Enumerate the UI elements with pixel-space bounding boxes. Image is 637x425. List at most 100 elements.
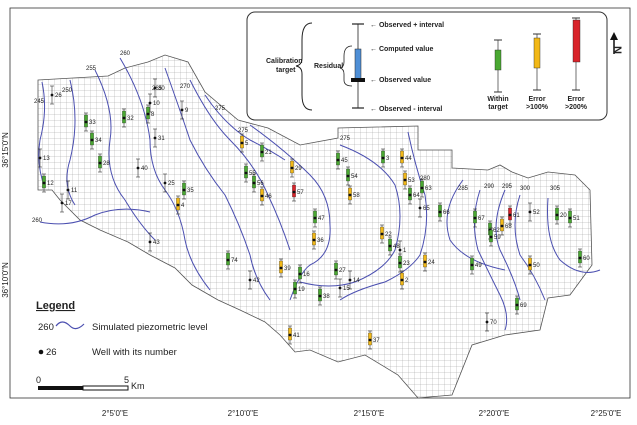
well-dot — [568, 216, 572, 220]
contour-label: 270 — [180, 84, 191, 90]
well-marker: 31 — [153, 128, 165, 148]
map-legend: Legend 260 Simulated piezometric level 2… — [36, 300, 208, 358]
well-dot — [400, 156, 404, 160]
well-label: 16 — [303, 272, 310, 278]
well-dot — [290, 166, 294, 170]
well-label: 23 — [403, 261, 410, 267]
well-dot — [420, 186, 424, 190]
contour-label: 260 — [32, 218, 43, 224]
well-dot — [153, 136, 157, 140]
scale-end: 5 — [124, 375, 129, 385]
well-label: 68 — [505, 224, 512, 230]
contour-label: 280 — [420, 176, 431, 182]
label-observed: ← Observed value — [370, 77, 431, 84]
calibration-title-line1: Calibration — [266, 58, 303, 65]
well-dot — [163, 181, 167, 185]
well-label: 1 — [403, 248, 407, 254]
well-marker: 65 — [418, 198, 430, 218]
well-dot — [578, 256, 582, 260]
well-marker: 33 — [84, 112, 96, 132]
well-dot — [38, 156, 42, 160]
observed-marker — [351, 78, 365, 82]
well-marker: 26 — [50, 85, 62, 105]
well-label: 70 — [490, 320, 497, 326]
well-marker: 25 — [163, 173, 175, 193]
well-label: 37 — [373, 338, 380, 344]
well-dot — [180, 108, 184, 112]
well-dot — [438, 210, 442, 214]
well-label: 38 — [323, 294, 330, 300]
scale-start: 0 — [36, 375, 41, 385]
well-dot — [292, 190, 296, 194]
contour-line — [164, 67, 271, 301]
well-dot — [298, 272, 302, 276]
well-dot — [42, 181, 46, 185]
well-dot — [403, 178, 407, 182]
well-dot — [288, 333, 292, 337]
well-marker: 58 — [348, 185, 360, 205]
legend-well-label: Well with its number — [92, 347, 177, 358]
well-label: 58 — [353, 193, 360, 199]
well-label: 3 — [386, 156, 390, 162]
contour-line — [39, 208, 151, 225]
err100-label-1: Error — [528, 96, 545, 103]
y-tick: 36°10'0"N — [1, 262, 10, 298]
well-marker: 63 — [420, 178, 432, 198]
well-label: 49 — [475, 263, 482, 269]
contour-line — [339, 131, 428, 301]
north-arrow: N — [610, 32, 623, 54]
well-label: 27 — [339, 268, 346, 274]
x-tick: 2°10'0"E — [228, 409, 259, 418]
well-marker: 39 — [279, 258, 291, 278]
within-label-1: Within — [487, 96, 508, 103]
contour-line — [189, 79, 291, 251]
well-label: 65 — [423, 206, 430, 212]
well-marker: 46 — [260, 186, 272, 206]
contour-line — [94, 69, 156, 241]
well-marker: 5 — [240, 133, 249, 153]
scale-unit: Km — [131, 381, 145, 391]
contour-label: 290 — [484, 184, 495, 190]
well-dot — [146, 112, 150, 116]
contour-line — [299, 144, 401, 287]
well-marker: 4 — [176, 195, 185, 215]
well-label: 74 — [231, 258, 238, 264]
well-marker: 16 — [298, 264, 310, 284]
well-label: 24 — [428, 260, 435, 266]
well-dot — [248, 278, 252, 282]
well-label: 56 — [257, 181, 264, 187]
well-label: 36 — [317, 238, 324, 244]
contour-label: 300 — [520, 186, 531, 192]
well-dot — [260, 150, 264, 154]
well-label: 47 — [318, 216, 325, 222]
well-dot — [293, 287, 297, 291]
well-label: 9 — [185, 108, 189, 114]
contour-label: 285 — [458, 186, 469, 192]
well-dot — [98, 161, 102, 165]
well-dot — [136, 166, 140, 170]
contour-label: 260 — [120, 51, 131, 57]
well-marker: 3 — [381, 148, 390, 168]
well-dot — [473, 216, 477, 220]
well-dot — [226, 258, 230, 262]
well-dot — [485, 320, 489, 324]
well-label: 45 — [341, 158, 348, 164]
well-marker: 30 — [153, 78, 165, 98]
well-dot — [408, 193, 412, 197]
well-dot — [398, 261, 402, 265]
well-marker: 69 — [515, 295, 527, 315]
well-label: 21 — [265, 150, 272, 156]
contour-label: 255 — [86, 66, 97, 72]
y-tick: 36°15'0"N — [1, 132, 10, 168]
err200-label-2: >200% — [565, 104, 588, 111]
residual-bar — [354, 48, 362, 80]
label-observed-minus: ← Observed - interval — [370, 106, 442, 113]
well-label: 19 — [298, 287, 305, 293]
well-marker: 9 — [180, 100, 189, 120]
well-dot — [470, 263, 474, 267]
legend-title: Legend — [36, 300, 75, 312]
well-dot — [400, 278, 404, 282]
well-dot — [252, 181, 256, 185]
scale-segment-black — [38, 386, 83, 390]
